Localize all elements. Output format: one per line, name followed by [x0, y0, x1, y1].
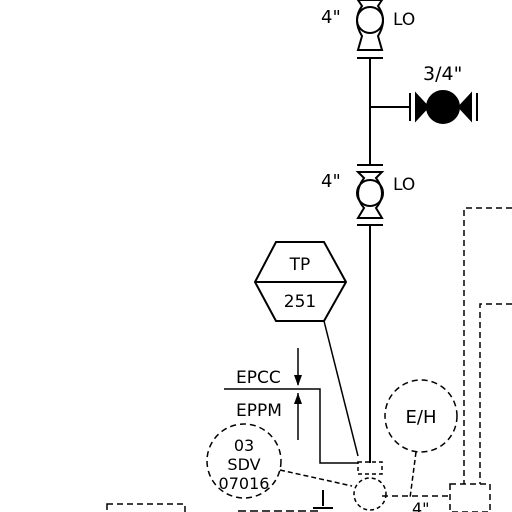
signal-line — [463, 207, 512, 484]
actuator-leader — [409, 451, 417, 499]
second-valve-size: 4" — [321, 171, 341, 192]
shutdown-valve-body[interactable] — [353, 461, 387, 511]
branch-valve-size: 3/4" — [423, 63, 462, 85]
top-valve-position: LO — [393, 10, 415, 30]
bottom-size: 4" — [412, 499, 430, 512]
shutdown-valve-line1: 03 — [234, 436, 254, 455]
junction-box — [449, 483, 491, 512]
actuator-balloon[interactable] — [384, 379, 458, 453]
shutdown-valve-line2: SDV — [227, 455, 260, 474]
cropped-box — [106, 503, 186, 512]
shutdown-valve-balloon[interactable] — [206, 423, 282, 499]
test-point-number: 251 — [284, 292, 316, 312]
arrow-down-icon — [294, 375, 302, 386]
second-valve-position: LO — [393, 175, 415, 195]
ball-valve-icon[interactable] — [356, 0, 384, 51]
leader-line — [323, 320, 359, 457]
arrow-up-icon — [294, 393, 302, 404]
test-point-tag: TP — [289, 255, 311, 275]
top-valve-size: 4" — [321, 7, 341, 28]
actuator-label: E/H — [406, 407, 437, 428]
ground-icon — [313, 490, 333, 509]
scope-boundary-line — [298, 388, 358, 464]
ball-valve-closed-icon[interactable] — [415, 90, 472, 124]
shutdown-valve-leader — [279, 469, 353, 487]
shutdown-valve-line3: 07016 — [219, 474, 270, 493]
scope-label-upper: EPCC — [236, 368, 281, 388]
ball-valve-icon[interactable] — [355, 171, 385, 219]
scope-label-lower: EPPM — [236, 401, 282, 421]
signal-line — [479, 303, 512, 484]
